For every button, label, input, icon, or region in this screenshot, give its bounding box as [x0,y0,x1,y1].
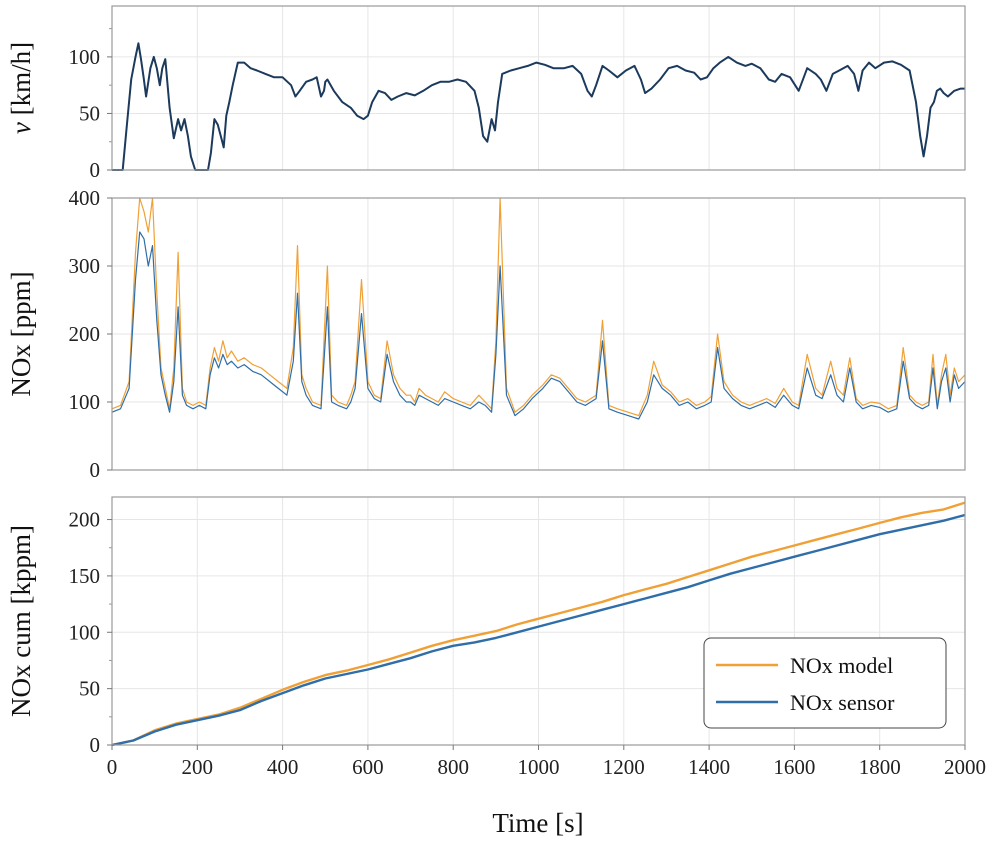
ytick-label: 100 [69,390,101,414]
sensor-line [111,231,966,420]
legend: NOx model NOx sensor [703,637,947,729]
sensor-line [111,513,966,747]
speed-yticks: 0 50 100 [69,28,112,182]
nox-panel: 0 100 200 300 400 NOx [ppm] [6,186,966,482]
xtick-label: 200 [182,755,214,779]
xtick-label: 800 [437,755,469,779]
nox-ylabel: NOx [ppm] [6,271,36,396]
xtick-label: 1800 [859,755,901,779]
ytick-label: 100 [69,620,101,644]
speed-frame [111,5,966,171]
legend-label-model: NOx model [790,653,893,678]
xtick-label: 1600 [773,755,815,779]
xtick-label: 400 [267,755,299,779]
xtick-label: 2000 [944,755,986,779]
cum-yticks: 0 50 100 150 200 [69,508,112,757]
ytick-label: 150 [69,564,101,588]
ytick-label: 0 [90,158,101,182]
xtick-label: 600 [352,755,384,779]
xtick-label: 1000 [518,755,560,779]
ytick-label: 0 [90,733,101,757]
speed-gridlines [112,6,965,171]
cum-panel: 0 50 100 150 200 0 200 400 600 800 1000 1200 1400 16… [6,496,986,838]
cum-xticks: 0 200 400 600 800 1000 1200 1400 1600 1800 2000 [107,745,986,779]
model-line [111,501,966,747]
ytick-label: 200 [69,508,101,532]
legend-box [703,637,947,729]
cum-ylabel: NOx cum [kppm] [6,525,36,717]
ytick-label: 300 [69,254,101,278]
legend-label-sensor: NOx sensor [790,690,895,715]
nox-series-group [111,197,966,420]
ytick-label: 0 [90,458,101,482]
ytick-label: 50 [79,677,100,701]
x-axis-title: Time [s] [492,808,583,838]
nox-gridlines [112,197,965,471]
cum-series-group [111,501,966,747]
nox-yticks: 0 100 200 300 400 [69,186,112,482]
speed-panel: 0 50 100 v [km/h] [6,5,966,182]
ytick-label: 200 [69,322,101,346]
ytick-label: 400 [69,186,101,210]
ytick-label: 100 [69,45,101,69]
xtick-label: 1400 [688,755,730,779]
xtick-label: 1200 [603,755,645,779]
xtick-label: 0 [107,755,118,779]
speed-ylabel: v [km/h] [6,42,36,134]
ytick-label: 50 [79,101,100,125]
